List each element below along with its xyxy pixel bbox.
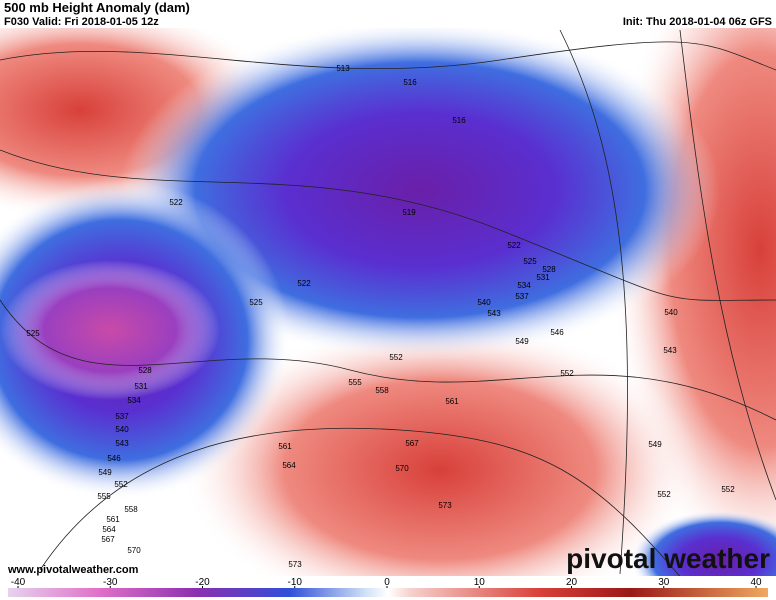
contour-label: 528 bbox=[138, 366, 152, 375]
contour-label: 552 bbox=[389, 353, 403, 362]
watermark-url: www.pivotalweather.com bbox=[7, 564, 139, 576]
contour-label: 567 bbox=[101, 535, 115, 544]
contour-label: 534 bbox=[517, 281, 531, 290]
contour-label: 522 bbox=[297, 279, 311, 288]
contour-label: 543 bbox=[663, 346, 677, 355]
colorbar-tick-label: 10 bbox=[474, 577, 486, 588]
title: 500 mb Height Anomaly (dam) bbox=[4, 0, 190, 15]
colorbar-tick-label: 0 bbox=[384, 577, 390, 588]
contour-label: 546 bbox=[550, 328, 564, 337]
contour-label: 564 bbox=[102, 525, 116, 534]
contour-label: 519 bbox=[402, 208, 416, 217]
contour-label: 552 bbox=[657, 490, 671, 499]
colorbar-tick-label: 40 bbox=[750, 577, 762, 588]
contour-label: 570 bbox=[395, 464, 409, 473]
colorbar-tick-label: 30 bbox=[658, 577, 670, 588]
contour-label: 552 bbox=[560, 369, 574, 378]
colorbar bbox=[8, 588, 768, 597]
contour-label: 525 bbox=[249, 298, 263, 307]
contour-label: 555 bbox=[97, 492, 111, 501]
contour-label: 558 bbox=[375, 386, 389, 395]
contour-label: 522 bbox=[169, 198, 183, 207]
colorbar-tick-label: -10 bbox=[288, 577, 303, 588]
contour-label: 573 bbox=[438, 501, 452, 510]
contour-label: 531 bbox=[536, 273, 550, 282]
contour-label: 573 bbox=[288, 560, 302, 569]
contour-label: 537 bbox=[115, 412, 129, 421]
contour-label: 549 bbox=[515, 337, 529, 346]
contour-label: 537 bbox=[515, 292, 529, 301]
header-bg bbox=[0, 0, 776, 28]
watermark-logo: pivotal weather bbox=[566, 543, 770, 574]
contour-label: 546 bbox=[107, 454, 121, 463]
contour-label: 567 bbox=[405, 439, 419, 448]
contour-label: 534 bbox=[127, 396, 141, 405]
contour-label: 528 bbox=[542, 265, 556, 274]
contour-label: 543 bbox=[487, 309, 501, 318]
contour-label: 549 bbox=[98, 468, 112, 477]
subtitle: F030 Valid: Fri 2018-01-05 12z bbox=[4, 16, 159, 28]
contour-label: 561 bbox=[278, 442, 292, 451]
contour-label: 549 bbox=[648, 440, 662, 449]
contour-label: 516 bbox=[452, 116, 466, 125]
colorbar-tick-label: -40 bbox=[11, 577, 26, 588]
init-time: Init: Thu 2018-01-04 06z GFS bbox=[623, 16, 772, 28]
contour-label: 543 bbox=[115, 439, 129, 448]
contour-label: 552 bbox=[721, 485, 735, 494]
contour-label: 558 bbox=[124, 505, 138, 514]
contour-label: 561 bbox=[445, 397, 459, 406]
contour-label: 540 bbox=[477, 298, 491, 307]
contour-label: 540 bbox=[115, 425, 129, 434]
contour-label: 561 bbox=[106, 515, 120, 524]
contour-label: 525 bbox=[523, 257, 537, 266]
contour-label: 525 bbox=[26, 329, 40, 338]
contour-label: 540 bbox=[664, 308, 678, 317]
contour-label: 516 bbox=[403, 78, 417, 87]
colorbar-tick-label: -30 bbox=[103, 577, 118, 588]
contour-label: 513 bbox=[336, 64, 350, 73]
colorbar-tick-label: -20 bbox=[195, 577, 210, 588]
contour-label: 531 bbox=[134, 382, 148, 391]
contour-label: 564 bbox=[282, 461, 296, 470]
contour-label: 555 bbox=[348, 378, 362, 387]
contour-label: 552 bbox=[114, 480, 128, 489]
contour-label: 570 bbox=[127, 546, 141, 555]
contour-label: 522 bbox=[507, 241, 521, 250]
colorbar-tick-label: 20 bbox=[566, 577, 578, 588]
